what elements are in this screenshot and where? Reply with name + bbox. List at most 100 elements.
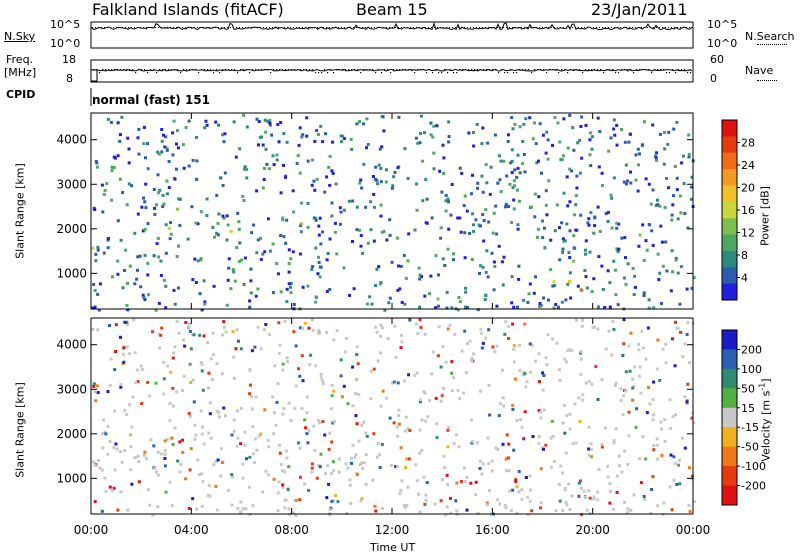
noise-cell: [287, 270, 291, 274]
noise-cell: [651, 475, 655, 479]
noise-cell: [510, 275, 514, 279]
noise-cell: [572, 234, 576, 238]
nsearch-dot: [440, 27, 441, 28]
noise-cell: [644, 177, 648, 181]
nave-dot: [318, 72, 320, 74]
noise-cell: [431, 135, 435, 139]
nsky-series: [90, 21, 693, 48]
noise-cell: [358, 463, 362, 467]
echo-cell: [147, 488, 151, 492]
noise-cell: [114, 442, 118, 446]
noise-cell: [152, 444, 156, 448]
nsearch-dot: [452, 27, 453, 28]
noise-cell: [311, 265, 315, 268]
nave-dot: [360, 72, 362, 74]
echo-cell: [111, 275, 114, 279]
noise-cell: [210, 378, 214, 382]
noise-cell: [447, 140, 451, 144]
noise-cell: [215, 193, 219, 197]
noise-cell: [651, 188, 655, 192]
noise-cell: [232, 120, 236, 124]
nave-dot: [123, 69, 125, 71]
noise-cell: [511, 322, 515, 326]
noise-cell: [176, 459, 180, 463]
noise-cell: [628, 369, 632, 373]
noise-cell: [125, 323, 129, 327]
noise-cell: [181, 438, 184, 442]
noise-cell: [189, 381, 193, 384]
noise-cell: [116, 508, 120, 512]
noise-cell: [217, 123, 220, 127]
noise-cell: [612, 328, 616, 331]
noise-cell: [663, 206, 667, 209]
noise-cell: [273, 364, 277, 368]
nave-dot: [219, 72, 221, 74]
noise-cell: [317, 418, 320, 422]
noise-cell: [298, 171, 302, 175]
noise-cell: [439, 499, 443, 503]
noise-cell: [655, 158, 658, 162]
noise-cell: [254, 294, 258, 298]
nsearch-dot: [512, 27, 513, 28]
noise-cell: [485, 181, 489, 185]
noise-cell: [457, 445, 461, 449]
noise-cell: [325, 258, 329, 262]
noise-cell: [397, 115, 401, 119]
noise-cell: [557, 482, 561, 486]
noise-cell: [439, 365, 443, 369]
noise-cell: [679, 265, 683, 269]
nsearch-dot: [332, 27, 333, 28]
noise-cell: [561, 237, 565, 241]
noise-cell: [321, 382, 325, 386]
noise-cell: [311, 329, 315, 333]
noise-cell: [160, 139, 164, 143]
nave-dot: [357, 69, 359, 71]
noise-cell: [264, 469, 268, 473]
noise-cell: [282, 132, 286, 135]
noise-cell: [355, 473, 359, 476]
noise-cell: [333, 230, 337, 234]
noise-cell: [562, 191, 566, 195]
noise-cell: [359, 234, 363, 237]
noise-cell: [215, 231, 219, 235]
noise-cell: [248, 392, 252, 396]
noise-cell: [671, 415, 675, 419]
noise-cell: [466, 342, 469, 345]
noise-cell: [151, 330, 155, 334]
noise-cell: [400, 300, 404, 304]
noise-cell: [306, 225, 310, 229]
noise-cell: [295, 161, 299, 165]
noise-cell: [229, 287, 233, 291]
noise-cell: [476, 186, 479, 190]
noise-cell: [690, 185, 694, 189]
noise-cell: [596, 398, 600, 401]
nsearch-dot: [311, 27, 312, 28]
noise-cell: [425, 481, 429, 485]
noise-cell: [527, 292, 531, 296]
noise-cell: [418, 451, 422, 455]
noise-cell: [261, 143, 265, 147]
noise-cell: [144, 156, 147, 160]
noise-cell: [360, 497, 364, 500]
ytick-label: 3000: [56, 382, 87, 396]
noise-cell: [518, 343, 522, 347]
noise-cell: [561, 250, 565, 254]
nsearch-dot: [269, 27, 270, 28]
noise-cell: [285, 449, 289, 453]
noise-cell: [435, 422, 439, 426]
noise-cell: [384, 180, 388, 184]
noise-cell: [511, 186, 515, 190]
noise-cell: [517, 264, 521, 268]
noise-cell: [168, 402, 172, 406]
noise-cell: [609, 136, 613, 140]
noise-cell: [683, 446, 687, 450]
noise-cell: [558, 140, 562, 144]
noise-cell: [285, 456, 289, 460]
noise-cell: [656, 338, 660, 342]
noise-cell: [570, 349, 574, 353]
nave-dot: [618, 72, 620, 74]
nave-dot: [279, 69, 281, 71]
noise-cell: [285, 360, 289, 364]
noise-cell: [234, 155, 238, 159]
noise-cell: [321, 140, 325, 144]
